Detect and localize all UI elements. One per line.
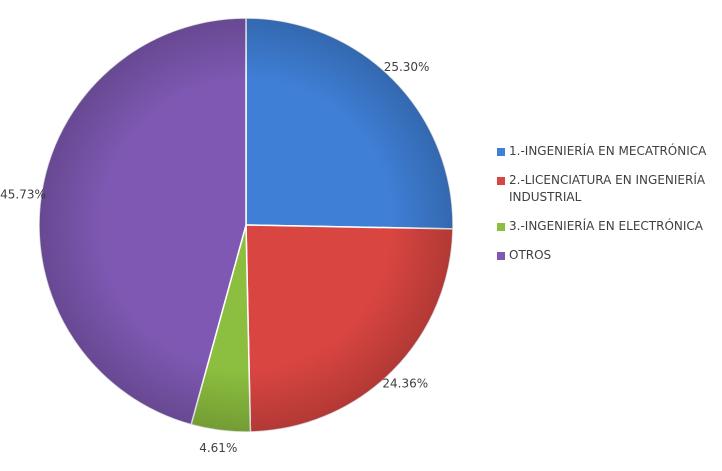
- legend-label: 3.-INGENIERÍA EN ELECTRÓNICA: [509, 219, 703, 233]
- legend-item: 1.-INGENIERÍA EN MECATRÓNICA: [497, 143, 719, 160]
- pie-slice: [245, 224, 454, 433]
- legend-swatch: [497, 223, 505, 231]
- legend: 1.-INGENIERÍA EN MECATRÓNICA 2.-LICENCIAT…: [497, 143, 719, 276]
- data-label: 45.73%: [0, 187, 46, 201]
- legend-item: 3.-INGENIERÍA EN ELECTRÓNICA: [497, 218, 719, 235]
- legend-item: 2.-LICENCIATURA EN INGENIERÍA INDUSTRIAL: [497, 172, 719, 206]
- legend-label: 1.-INGENIERÍA EN MECATRÓNICA: [509, 144, 707, 158]
- legend-item: OTROS: [497, 247, 719, 264]
- legend-swatch: [497, 148, 505, 156]
- legend-label: OTROS: [509, 248, 552, 262]
- pie-slice: [245, 17, 454, 230]
- data-label: 25.30%: [384, 60, 430, 74]
- data-label: 4.61%: [199, 441, 237, 455]
- legend-swatch: [497, 177, 505, 185]
- data-label: 24.36%: [382, 376, 428, 390]
- legend-label: 2.-LICENCIATURA EN INGENIERÍA INDUSTRIAL: [509, 173, 706, 204]
- legend-swatch: [497, 252, 505, 260]
